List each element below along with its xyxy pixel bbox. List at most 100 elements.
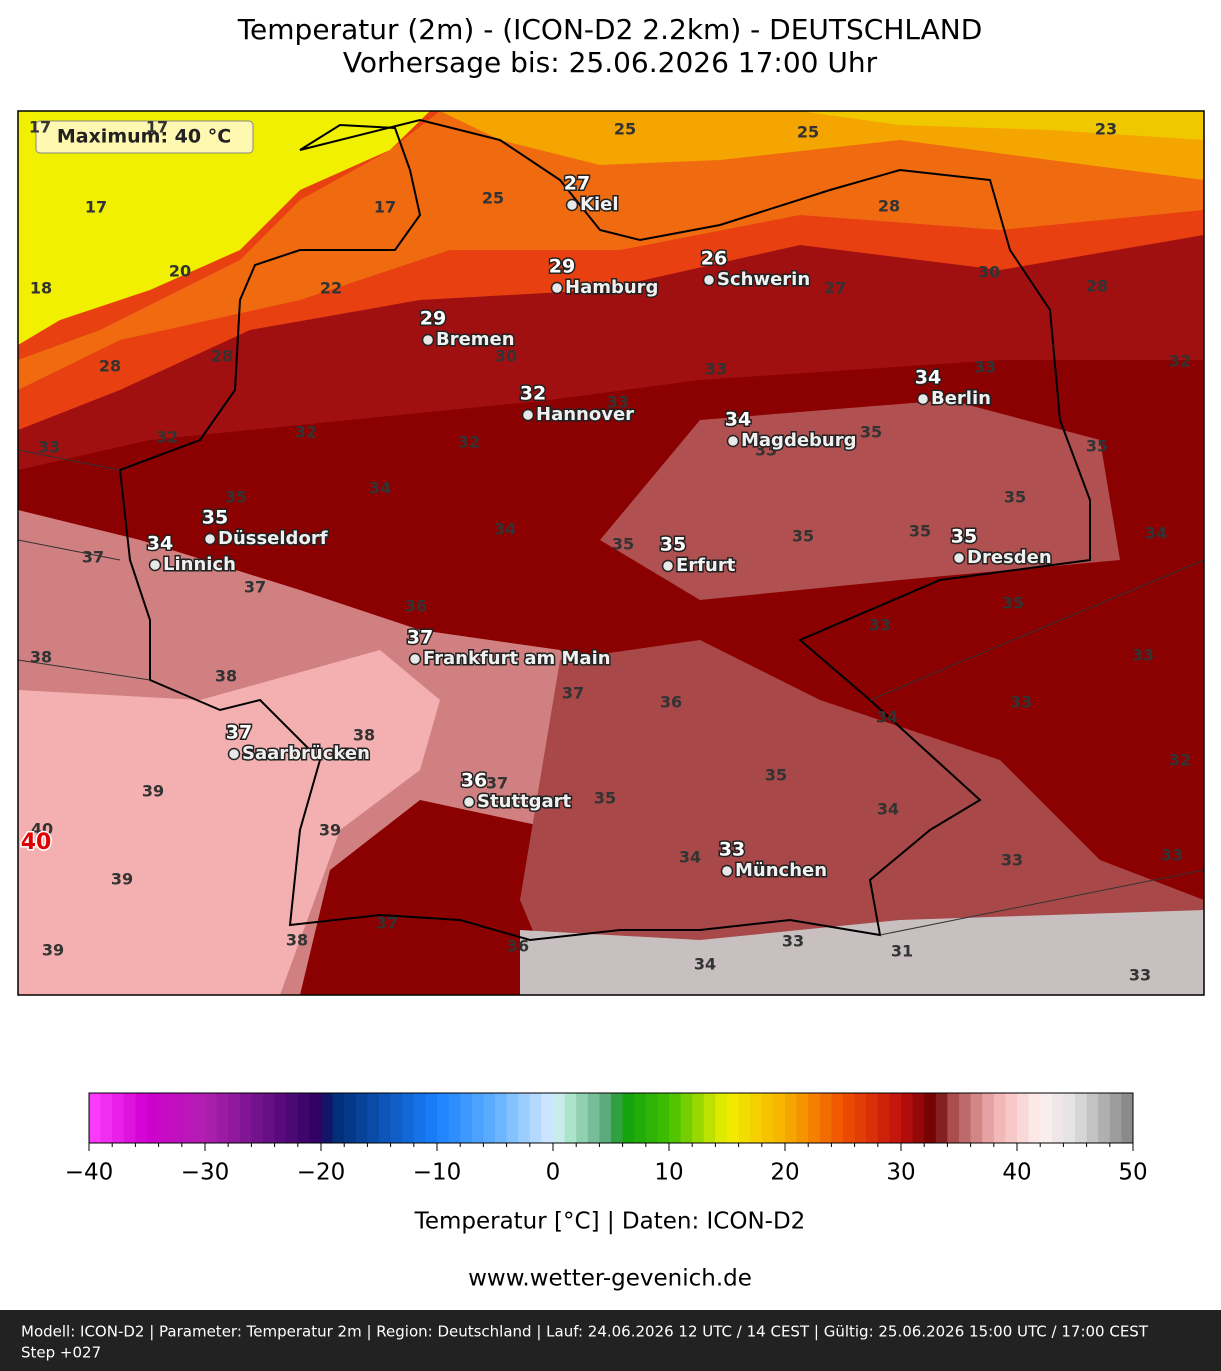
- colorbar-bin: [611, 1093, 624, 1143]
- colorbar-bin: [970, 1093, 983, 1143]
- contour-label: 17: [29, 118, 51, 137]
- colorbar-tick-label: −20: [297, 1160, 346, 1186]
- contour-label: 37: [486, 774, 508, 793]
- contour-label: 35: [1086, 437, 1108, 456]
- contour-label: 27: [824, 279, 846, 298]
- colorbar-bin: [390, 1093, 403, 1143]
- city-value: 35: [951, 526, 977, 548]
- colorbar-bin: [205, 1093, 218, 1143]
- title: Temperatur (2m) - (ICON-D2 2.2km) - DEUT…: [237, 13, 983, 46]
- colorbar-bin: [112, 1093, 125, 1143]
- colorbar-bin: [738, 1093, 751, 1143]
- colorbar-bin: [680, 1093, 693, 1143]
- contour-label: 37: [82, 548, 104, 567]
- contour-label: 33: [1129, 966, 1151, 985]
- city-name: Magdeburg: [741, 430, 857, 451]
- colorbar-bin: [1017, 1093, 1030, 1143]
- contour-label: 33: [705, 360, 727, 379]
- colorbar-tick-label: −10: [413, 1160, 462, 1186]
- colorbar-bin: [1121, 1093, 1134, 1143]
- contour-label: 25: [614, 120, 636, 139]
- city-name: Schwerin: [717, 269, 810, 290]
- colorbar-bin: [564, 1093, 577, 1143]
- contour-label: 35: [792, 527, 814, 546]
- colorbar-bin: [901, 1093, 914, 1143]
- colorbar-bin: [135, 1093, 148, 1143]
- colorbar-bin: [367, 1093, 380, 1143]
- contour-label: 32: [156, 428, 178, 447]
- contour-label: 40: [31, 820, 53, 839]
- colorbar-bin: [877, 1093, 890, 1143]
- colorbar-bin: [425, 1093, 438, 1143]
- city-dot: [408, 652, 422, 666]
- city-dot: [726, 434, 740, 448]
- colorbar-bin: [866, 1093, 879, 1143]
- colorbar-bin: [715, 1093, 728, 1143]
- contour-label: 17: [85, 198, 107, 217]
- colorbar-bin: [1109, 1093, 1122, 1143]
- contour-label: 30: [978, 263, 1000, 282]
- city-name: Berlin: [931, 388, 991, 409]
- colorbar-bin: [263, 1093, 276, 1143]
- contour-label: 30: [495, 347, 517, 366]
- city-name: Saarbrücken: [242, 743, 370, 764]
- colorbar-frame: [88, 1092, 1134, 1144]
- colorbar-bin: [379, 1093, 392, 1143]
- maximum-label: Maximum: 40 °C: [57, 126, 231, 148]
- map: [18, 111, 1204, 995]
- city-name: Bremen: [436, 329, 515, 350]
- colorbar-bin: [228, 1093, 241, 1143]
- contour-label: 38: [30, 648, 52, 667]
- colorbar-bin: [251, 1093, 264, 1143]
- colorbar-bin: [518, 1093, 531, 1143]
- contour-label: 23: [1095, 120, 1117, 139]
- city-value: 26: [701, 248, 727, 270]
- colorbar-label: Temperatur [°C] | Daten: ICON-D2: [414, 1209, 806, 1235]
- colorbar-bin: [1051, 1093, 1064, 1143]
- colorbar-bin: [622, 1093, 635, 1143]
- colorbar-tick-label: −40: [65, 1160, 114, 1186]
- footer-line: Step +027: [21, 1344, 101, 1362]
- contour-label: 32: [1169, 352, 1191, 371]
- colorbar-bin: [982, 1093, 995, 1143]
- city-dot: [227, 747, 241, 761]
- city-dot: [148, 558, 162, 572]
- contour-label: 31: [891, 942, 913, 961]
- contour-label: 18: [30, 279, 52, 298]
- contour-label: 39: [111, 870, 133, 889]
- colorbar-bin: [959, 1093, 972, 1143]
- colorbar-bin: [495, 1093, 508, 1143]
- colorbar-bin: [437, 1093, 450, 1143]
- colorbar-bin: [448, 1093, 461, 1143]
- max-marker: 40: [21, 830, 52, 855]
- city-value: 34: [725, 409, 751, 431]
- city-value: 36: [461, 770, 487, 792]
- contour-label: 25: [482, 189, 504, 208]
- colorbar-tick-label: 20: [770, 1160, 799, 1186]
- contour-label: 35: [860, 423, 882, 442]
- contour-label: 38: [286, 931, 308, 950]
- colorbar-bin: [529, 1093, 542, 1143]
- colorbar-bin: [947, 1093, 960, 1143]
- contour-label: 20: [169, 262, 191, 281]
- website: www.wetter-gevenich.de: [468, 1266, 752, 1292]
- colorbar-bin: [727, 1093, 740, 1143]
- contour-label: 33: [1010, 693, 1032, 712]
- contour-label: 28: [99, 357, 121, 376]
- contour-label: 33: [974, 358, 996, 377]
- contour-label: 34: [1145, 524, 1167, 543]
- contour-label: 17: [374, 198, 396, 217]
- city-name: Düsseldorf: [218, 528, 328, 549]
- contour-label: 33: [755, 441, 777, 460]
- contour-label: 37: [244, 578, 266, 597]
- city-value: 35: [202, 507, 228, 529]
- city-value: 29: [420, 308, 446, 330]
- colorbar-tick-label: 50: [1118, 1160, 1147, 1186]
- colorbar-bin: [1075, 1093, 1088, 1143]
- contour-label: 33: [607, 393, 629, 412]
- colorbar-bin: [1005, 1093, 1018, 1143]
- colorbar-bin: [808, 1093, 821, 1143]
- colorbar-bin: [703, 1093, 716, 1143]
- city-value: 34: [147, 533, 173, 555]
- contour-label: 34: [876, 708, 898, 727]
